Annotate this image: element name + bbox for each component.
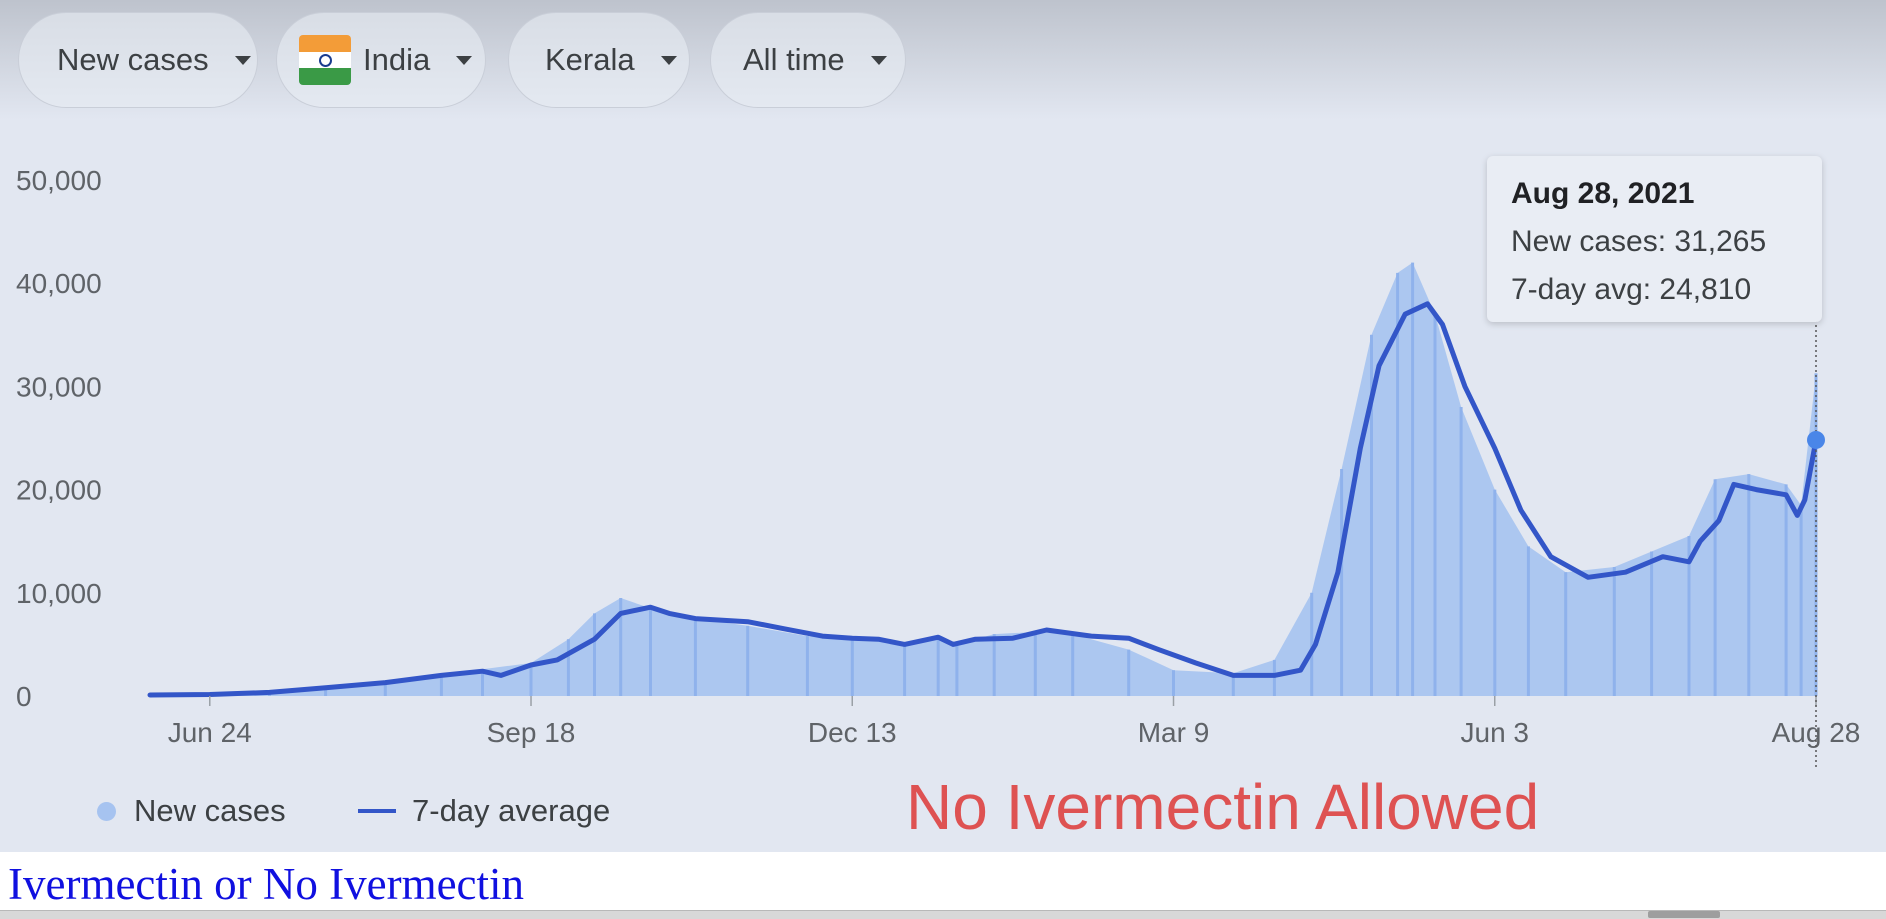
legend-line-swatch [358, 809, 396, 813]
hover-tooltip: Aug 28, 2021 New cases: 31,265 7-day avg… [1487, 156, 1822, 322]
country-dropdown[interactable]: India [276, 12, 486, 108]
new-cases-bar [850, 639, 854, 696]
new-cases-bar [593, 613, 596, 696]
legend-new-cases[interactable]: New cases [97, 793, 286, 829]
new-cases-bar [1713, 479, 1717, 696]
new-cases-bar [1526, 546, 1530, 696]
new-cases-bar [481, 669, 484, 696]
seven-day-average-line [147, 301, 1819, 698]
new-cases-bar [1310, 592, 1314, 696]
new-cases-bar [1687, 536, 1691, 696]
new-cases-bar [693, 618, 697, 696]
new-cases-bar [1433, 314, 1437, 696]
x-tick-label: Sep 18 [487, 717, 576, 748]
range-dropdown[interactable]: All time [710, 12, 906, 108]
new-cases-bar [805, 636, 809, 696]
y-tick-label: 40,000 [16, 268, 102, 299]
chart-panel: New cases India Kerala All time 0 10,000 2… [0, 0, 1886, 852]
scrollbar-thumb[interactable] [1648, 911, 1720, 918]
x-tick-label: Dec 13 [808, 717, 897, 748]
horizontal-scrollbar[interactable] [0, 910, 1886, 919]
new-cases-bar [1340, 469, 1344, 696]
region-dropdown-label: Kerala [545, 42, 635, 77]
new-cases-bar [1747, 474, 1751, 696]
new-cases-bar [1396, 272, 1400, 696]
legend-bar-swatch [97, 801, 116, 821]
new-cases-bar [1799, 505, 1803, 696]
caret-down-icon [660, 55, 677, 65]
y-tick-label: 10,000 [16, 578, 102, 609]
new-cases-bar [1650, 551, 1654, 696]
new-cases-bar [1172, 670, 1175, 696]
x-axis-ticks: Jun 24 Sep 18 Dec 13 Mar 9 Jun 3 Aug 28 [168, 696, 1861, 748]
new-cases-bar [992, 634, 996, 696]
new-cases-bar [746, 625, 750, 696]
new-cases-bar [1370, 334, 1373, 696]
tooltip-new-cases: New cases: 31,265 [1511, 225, 1767, 258]
metric-dropdown-label: New cases [57, 42, 209, 77]
overlay-annotation: No Ivermectin Allowed [906, 771, 1540, 843]
caret-down-icon [870, 55, 887, 65]
new-cases-area [150, 262, 1816, 696]
legend-seven-day-average[interactable]: 7-day average [358, 793, 610, 829]
india-flag-icon [299, 35, 351, 85]
hover-point [1807, 430, 1825, 449]
new-cases-bar [1272, 659, 1276, 696]
x-tick-label: Aug 28 [1772, 717, 1861, 748]
new-cases-bar [566, 639, 570, 696]
y-axis-ticks: 0 10,000 20,000 30,000 40,000 50,000 [16, 165, 102, 712]
new-cases-bar [1612, 567, 1616, 696]
new-cases-bar [619, 598, 623, 696]
cases-chart[interactable]: 0 10,000 20,000 30,000 40,000 50,000 Jun 24 Se… [0, 120, 1886, 780]
legend-average-label: 7-day average [412, 793, 611, 828]
country-dropdown-label: India [363, 42, 431, 77]
caret-down-icon [234, 55, 251, 65]
tooltip-date: Aug 28, 2021 [1511, 177, 1695, 210]
caption-link[interactable]: Ivermectin or No Ivermectin [8, 859, 525, 909]
new-cases-bar [529, 663, 533, 696]
new-cases-bar [1127, 649, 1131, 696]
new-cases-bar [936, 636, 940, 696]
new-cases-bar [1493, 489, 1497, 696]
new-cases-bar [955, 644, 959, 696]
range-dropdown-label: All time [743, 42, 845, 77]
tooltip-average: 7-day avg: 24,810 [1511, 273, 1752, 306]
new-cases-bar [1459, 407, 1463, 696]
y-tick-label: 20,000 [16, 475, 102, 506]
new-cases-bar [1033, 632, 1037, 696]
region-dropdown[interactable]: Kerala [508, 12, 690, 108]
new-cases-bar [1784, 484, 1788, 696]
metric-dropdown[interactable]: New cases [18, 12, 258, 108]
y-tick-label: 30,000 [16, 371, 102, 402]
new-cases-bar [1071, 634, 1075, 696]
caret-down-icon[interactable] [456, 55, 473, 65]
new-cases-bar [649, 608, 652, 696]
y-tick-label: 0 [16, 681, 32, 712]
new-cases-bars [148, 262, 1818, 696]
x-tick-label: Jun 24 [168, 717, 252, 748]
legend-new-cases-label: New cases [134, 793, 286, 828]
new-cases-bar [439, 673, 443, 696]
new-cases-bar [383, 681, 387, 696]
new-cases-bar [903, 642, 907, 696]
new-cases-bar [324, 686, 328, 696]
new-cases-bar [1814, 373, 1818, 696]
x-tick-label: Mar 9 [1138, 717, 1210, 748]
y-tick-label: 50,000 [16, 165, 102, 196]
new-cases-bar [1411, 262, 1415, 696]
new-cases-bar [1564, 572, 1568, 696]
x-tick-label: Jun 3 [1461, 717, 1530, 748]
new-cases-bar [1231, 673, 1235, 696]
